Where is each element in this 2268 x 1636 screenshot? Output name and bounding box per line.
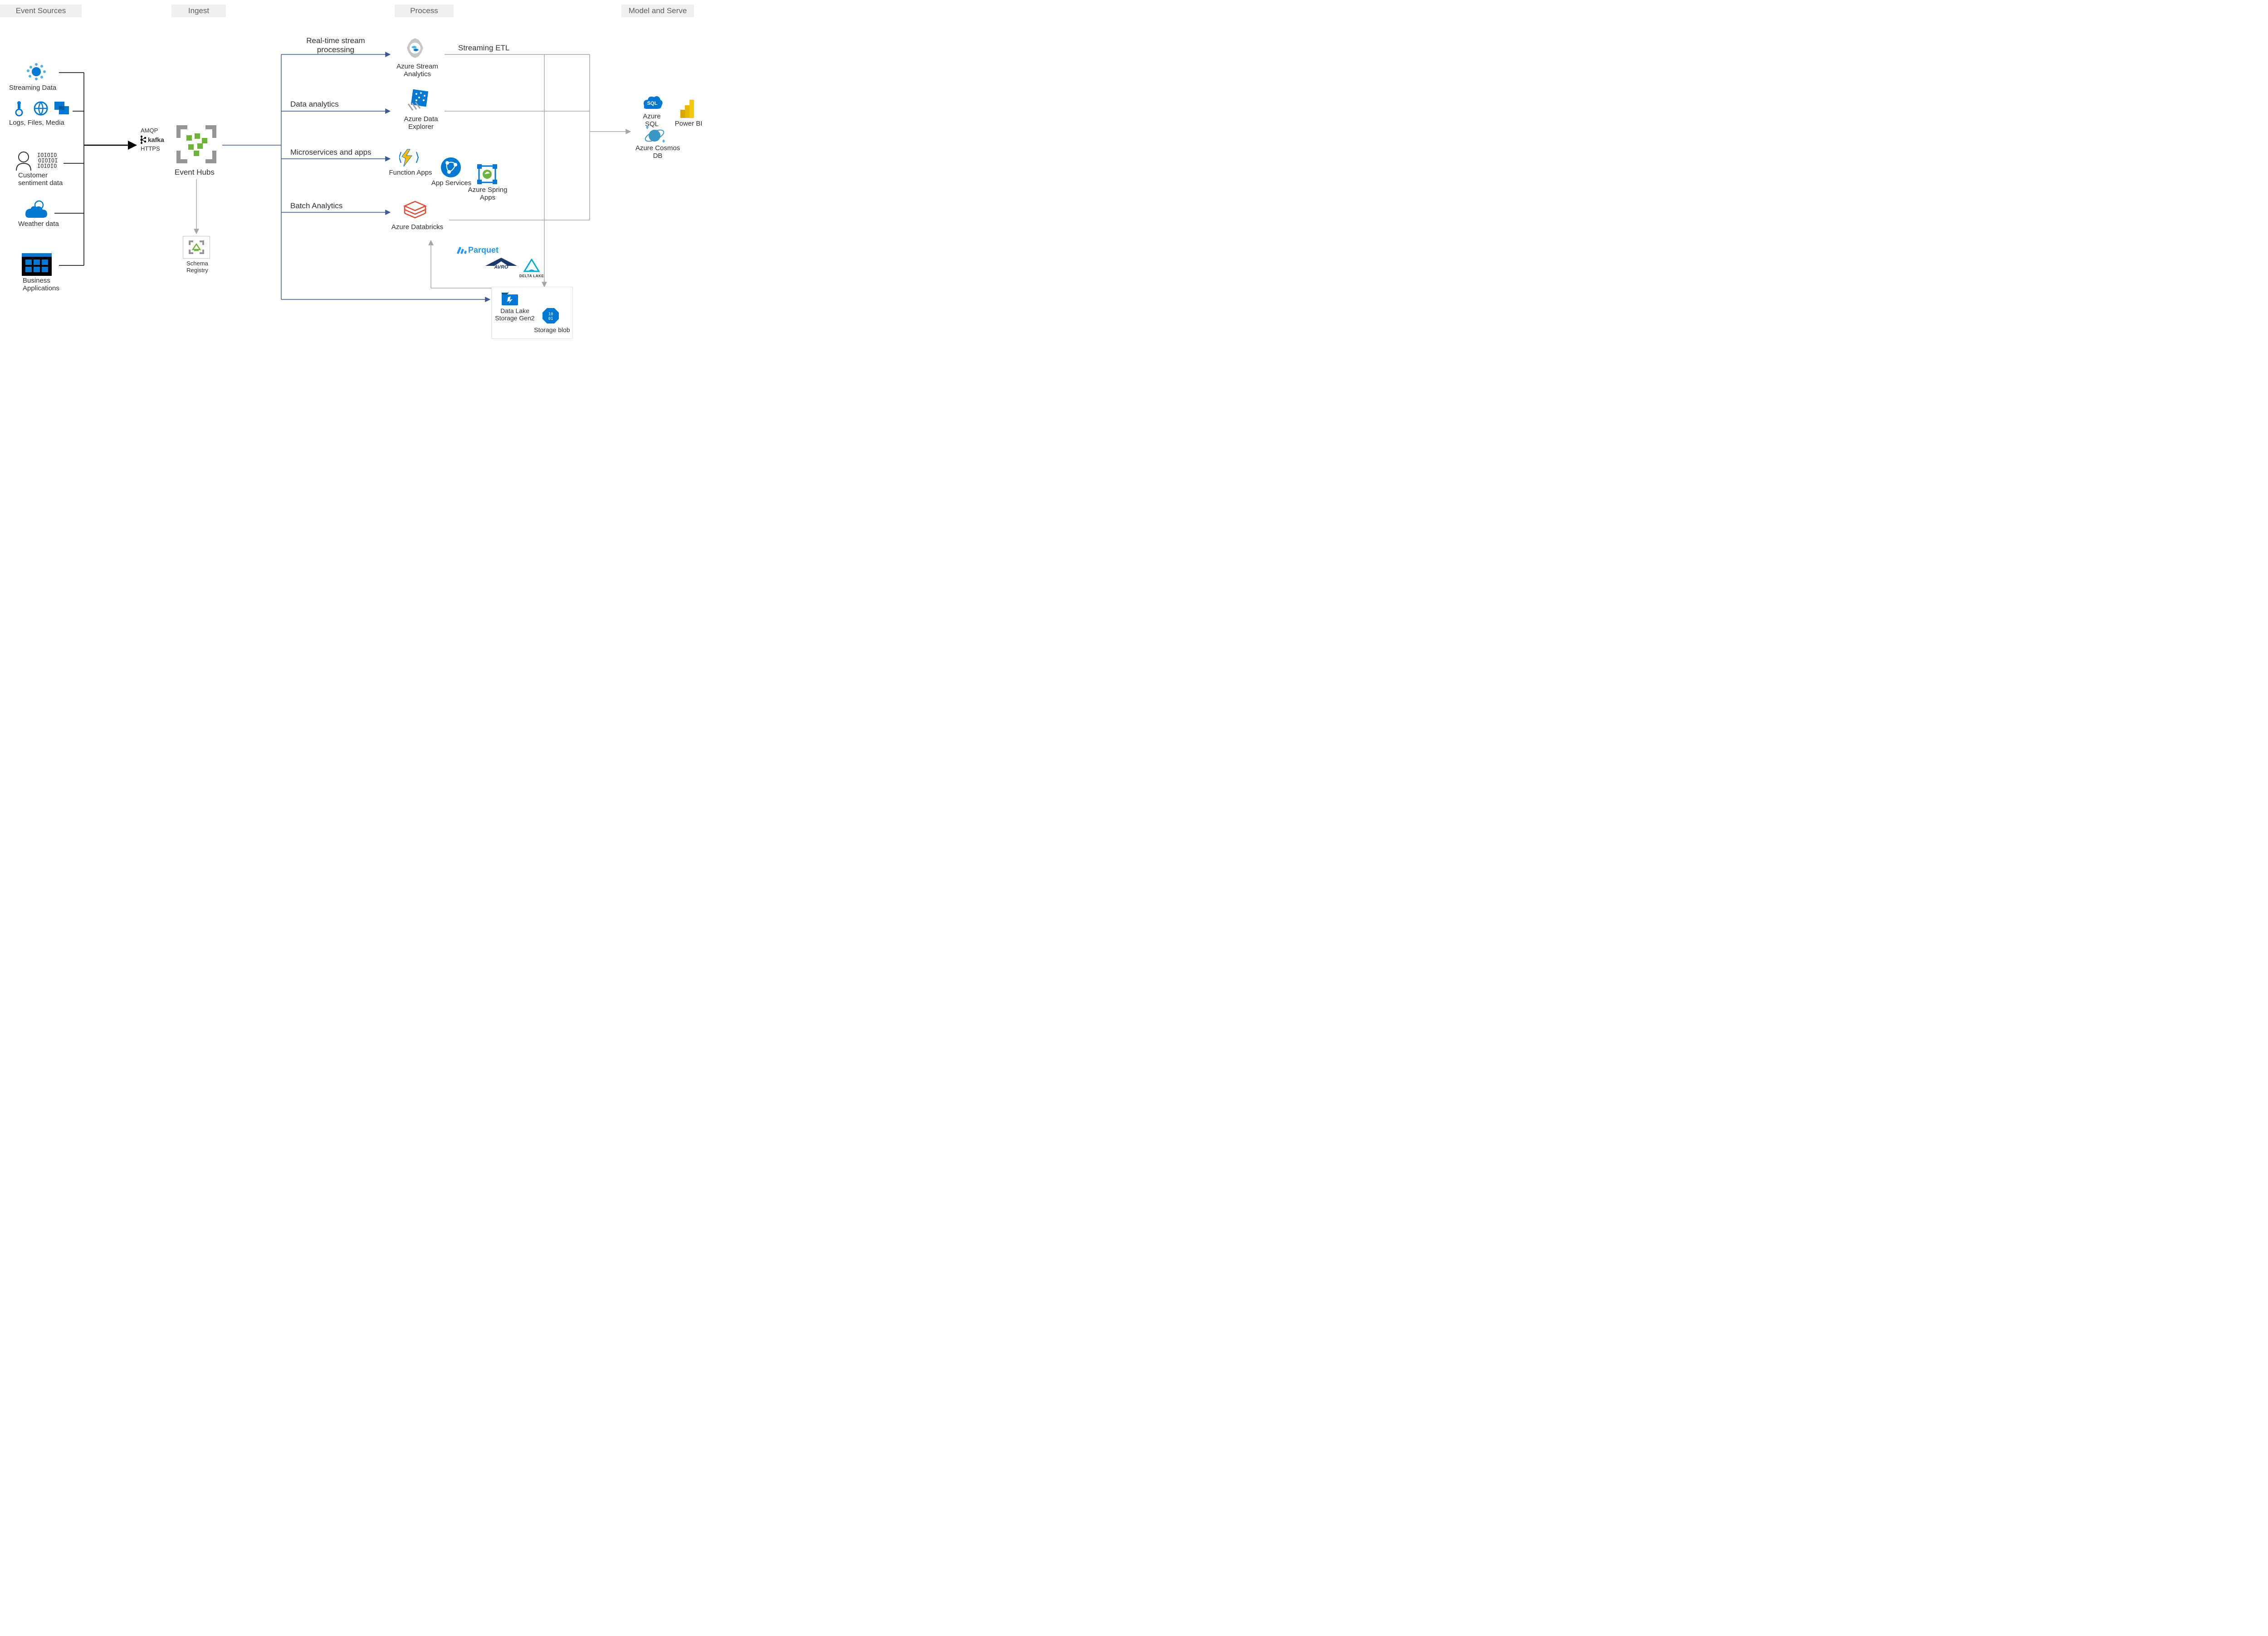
streaming-data-node (23, 59, 50, 82)
streaming-etl-label: Streaming ETL (458, 44, 509, 53)
deltalake-icon (523, 259, 540, 272)
azure-sql-node: SQL (640, 93, 663, 112)
storage-blob-node: 10 01 (542, 307, 560, 326)
cosmos-db-icon (643, 125, 666, 145)
protocol-amqp: AMQP (141, 127, 158, 134)
stream-analytics-node (401, 35, 429, 61)
parquet-node: Parquet (456, 245, 499, 255)
databricks-label: Azure Databricks (390, 223, 445, 231)
event-hubs-icon (175, 123, 218, 165)
powerbi-label: Power BI (674, 120, 703, 127)
function-apps-node (399, 147, 421, 168)
path-batch-label: Batch Analytics (290, 201, 342, 211)
weather-label: Weather data (18, 220, 59, 228)
data-lake-icon (501, 291, 519, 306)
logs-files-node (9, 99, 73, 118)
svg-text:AVRO: AVRO (494, 265, 508, 270)
weather-icon (23, 199, 50, 220)
data-explorer-node (404, 88, 431, 114)
path-stream-label: Real-time stream processing (290, 36, 381, 54)
svg-text:IOIOIO: IOIOIO (37, 163, 57, 169)
svg-text:01: 01 (548, 317, 553, 321)
azure-sql-icon: SQL (640, 93, 663, 112)
data-lake-node (501, 291, 519, 308)
diagram-canvas: Event Sources Ingest Process Model and S… (0, 0, 684, 354)
customer-sentiment-node: IOIOIO OIOIOI IOIOIO (15, 150, 60, 172)
app-services-node (440, 157, 462, 178)
schema-registry-icon (189, 240, 204, 254)
path-analytics-label: Data analytics (290, 100, 339, 109)
avro-icon: AVRO (485, 257, 517, 270)
parquet-icon (456, 245, 467, 255)
stream-analytics-icon (401, 35, 429, 61)
stage-header-model-serve: Model and Serve (621, 5, 694, 17)
storage-box: Data Lake Storage Gen2 10 01 Storage blo… (491, 287, 573, 339)
customer-sentiment-icon: IOIOIO OIOIOI IOIOIO (15, 150, 60, 172)
streaming-data-label: Streaming Data (9, 84, 56, 92)
biz-apps-node (22, 253, 52, 276)
stage-header-ingest: Ingest (171, 5, 226, 17)
logs-files-media-icon (9, 99, 73, 118)
databricks-node (403, 200, 427, 222)
biz-apps-label: Business Applications (23, 277, 59, 292)
function-apps-label: Function Apps (388, 169, 433, 176)
business-apps-icon (22, 253, 52, 276)
app-services-icon (440, 157, 462, 178)
storage-blob-icon: 10 01 (542, 307, 560, 324)
databricks-icon (403, 200, 427, 222)
stage-header-event-sources: Event Sources (0, 5, 82, 17)
powerbi-node (679, 99, 696, 119)
data-explorer-label: Azure Data Explorer (398, 115, 444, 131)
event-hubs-node (175, 123, 218, 165)
streaming-data-icon (23, 59, 50, 82)
kafka-icon (139, 135, 147, 144)
schema-registry-label: Schema Registry (184, 260, 211, 274)
data-explorer-icon (404, 88, 431, 114)
powerbi-icon (679, 99, 696, 119)
data-lake-label: Data Lake Storage Gen2 (494, 307, 535, 322)
protocol-kafka: kafka (139, 135, 164, 144)
weather-node (23, 199, 50, 220)
stream-analytics-label: Azure Stream Analytics (395, 63, 440, 78)
deltalake-node: DELTA LAKE (519, 259, 544, 278)
event-hubs-label: Event Hubs (175, 168, 215, 177)
avro-node: AVRO (485, 257, 517, 272)
spring-apps-label: Azure Spring Apps (467, 186, 508, 201)
protocol-https: HTTPS (141, 145, 160, 152)
stage-header-process: Process (395, 5, 454, 17)
path-micro-label: Microservices and apps (290, 148, 371, 157)
customer-sentiment-label: Customer sentiment data (18, 171, 63, 187)
app-services-label: App Services (431, 179, 472, 187)
logs-files-label: Logs, Files, Media (9, 119, 64, 127)
storage-blob-label: Storage blob (532, 326, 572, 333)
spring-apps-node (476, 163, 498, 185)
spring-apps-icon (476, 163, 498, 185)
svg-text:SQL: SQL (647, 101, 658, 106)
function-apps-icon (399, 147, 421, 168)
schema-registry-box (183, 236, 210, 259)
cosmos-label: Azure Cosmos DB (631, 144, 685, 160)
svg-text:10: 10 (548, 312, 553, 317)
cosmos-node (643, 125, 666, 145)
